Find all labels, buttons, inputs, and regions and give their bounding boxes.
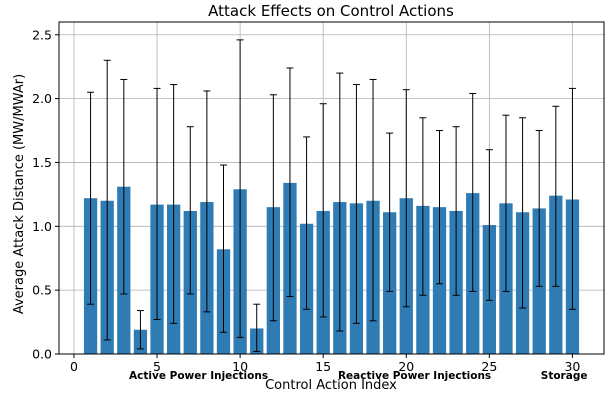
x-tick-label: 20: [398, 359, 414, 374]
x-axis-ticks: 0 5 10 15 20 25 30: [70, 354, 580, 374]
y-tick-label: 1.5: [32, 155, 52, 170]
bars: [83, 182, 580, 354]
x-tick-label: 25: [481, 359, 497, 374]
y-tick-label: 1.0: [32, 219, 52, 234]
y-tick-label: 0.5: [32, 283, 52, 298]
x-tick-label: 5: [153, 359, 161, 374]
y-tick-label: 2.5: [32, 27, 52, 42]
y-tick-label: 2.0: [32, 91, 52, 106]
y-axis-ticks: 0.0 0.5 1.0 1.5 2.0 2.5: [32, 27, 59, 362]
x-tick-label: 10: [232, 359, 248, 374]
error-bars: [87, 39, 576, 352]
chart-title: Attack Effects on Control Actions: [208, 2, 454, 20]
group-label: Storage: [541, 370, 588, 382]
x-tick-label: 0: [70, 359, 78, 374]
x-tick-label: 30: [564, 359, 580, 374]
group-label: Reactive Power Injections: [338, 370, 491, 382]
plot-frame: [58, 21, 605, 355]
y-tick-label: 0.0: [32, 347, 52, 362]
x-tick-label: 15: [315, 359, 331, 374]
group-labels: Active Power Injections Reactive Power In…: [129, 370, 587, 382]
group-label: Active Power Injections: [129, 370, 268, 382]
y-axis-title: Average Attack Distance (MW/MWAr): [12, 74, 27, 314]
x-axis-title: Control Action Index: [265, 378, 397, 393]
